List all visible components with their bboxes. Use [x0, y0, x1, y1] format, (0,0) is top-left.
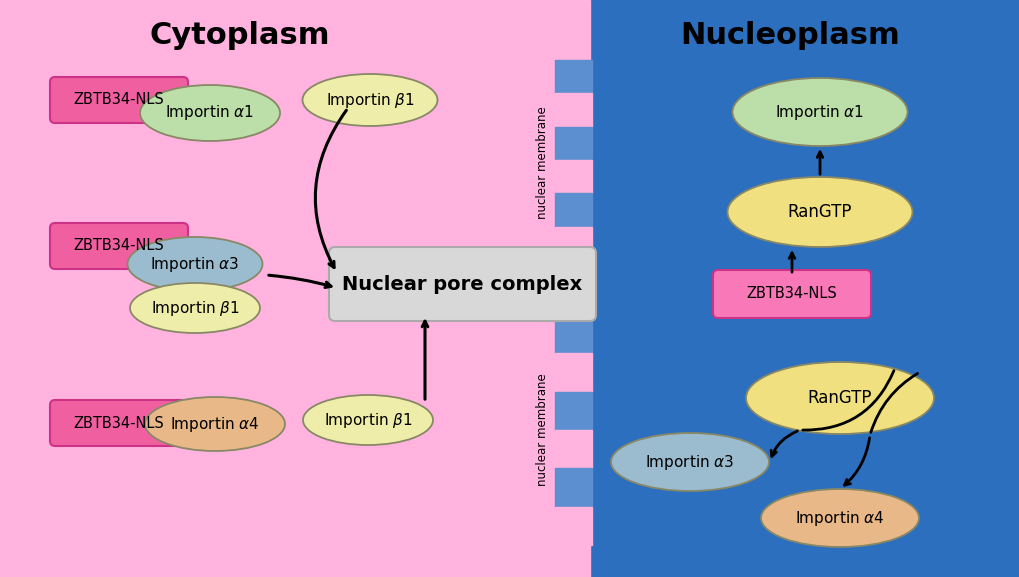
Bar: [554, 193, 591, 227]
Bar: [554, 227, 591, 260]
Ellipse shape: [727, 177, 912, 247]
Bar: [554, 127, 591, 160]
FancyBboxPatch shape: [50, 223, 187, 269]
FancyBboxPatch shape: [50, 400, 187, 446]
Bar: [554, 469, 591, 507]
Text: Importin $\beta$1: Importin $\beta$1: [325, 91, 414, 110]
Text: Importin $\beta$1: Importin $\beta$1: [151, 298, 239, 317]
Ellipse shape: [129, 283, 260, 333]
Bar: [554, 430, 591, 469]
Ellipse shape: [303, 395, 433, 445]
Text: Cytoplasm: Cytoplasm: [150, 21, 330, 50]
Text: RanGTP: RanGTP: [807, 389, 871, 407]
FancyBboxPatch shape: [50, 77, 187, 123]
Text: ZBTB34-NLS: ZBTB34-NLS: [73, 92, 164, 107]
Text: nuclear membrane: nuclear membrane: [536, 107, 549, 219]
FancyBboxPatch shape: [712, 270, 870, 318]
FancyBboxPatch shape: [329, 247, 595, 321]
Text: nuclear membrane: nuclear membrane: [536, 374, 549, 486]
Ellipse shape: [127, 237, 262, 291]
Text: ZBTB34-NLS: ZBTB34-NLS: [746, 287, 837, 302]
Bar: [554, 353, 591, 392]
Text: ZBTB34-NLS: ZBTB34-NLS: [73, 415, 164, 430]
Bar: [554, 60, 591, 93]
Bar: [554, 507, 591, 545]
Ellipse shape: [745, 362, 933, 434]
Bar: [589, 0, 1019, 577]
Bar: [530, 0, 589, 577]
Text: Importin $\beta$1: Importin $\beta$1: [323, 410, 412, 429]
Text: RanGTP: RanGTP: [787, 203, 852, 221]
Text: Importin $\alpha$3: Importin $\alpha$3: [645, 452, 734, 471]
Text: Nucleoplasm: Nucleoplasm: [680, 21, 899, 50]
Text: Importin $\alpha$3: Importin $\alpha$3: [150, 254, 239, 273]
Ellipse shape: [760, 489, 918, 547]
Ellipse shape: [610, 433, 768, 491]
Bar: [554, 392, 591, 430]
Ellipse shape: [140, 85, 280, 141]
Text: Importin $\alpha$4: Importin $\alpha$4: [795, 508, 883, 527]
Text: Nuclear pore complex: Nuclear pore complex: [342, 275, 582, 294]
Bar: [554, 160, 591, 193]
Text: Importin $\alpha$4: Importin $\alpha$4: [170, 414, 260, 433]
Bar: [0, 0, 559, 577]
Text: ZBTB34-NLS: ZBTB34-NLS: [73, 238, 164, 253]
Ellipse shape: [732, 78, 907, 146]
Ellipse shape: [303, 74, 437, 126]
Text: Importin $\alpha$1: Importin $\alpha$1: [165, 103, 255, 122]
Bar: [554, 93, 591, 127]
Ellipse shape: [145, 397, 284, 451]
Bar: [554, 315, 591, 353]
Text: Importin $\alpha$1: Importin $\alpha$1: [774, 103, 864, 122]
